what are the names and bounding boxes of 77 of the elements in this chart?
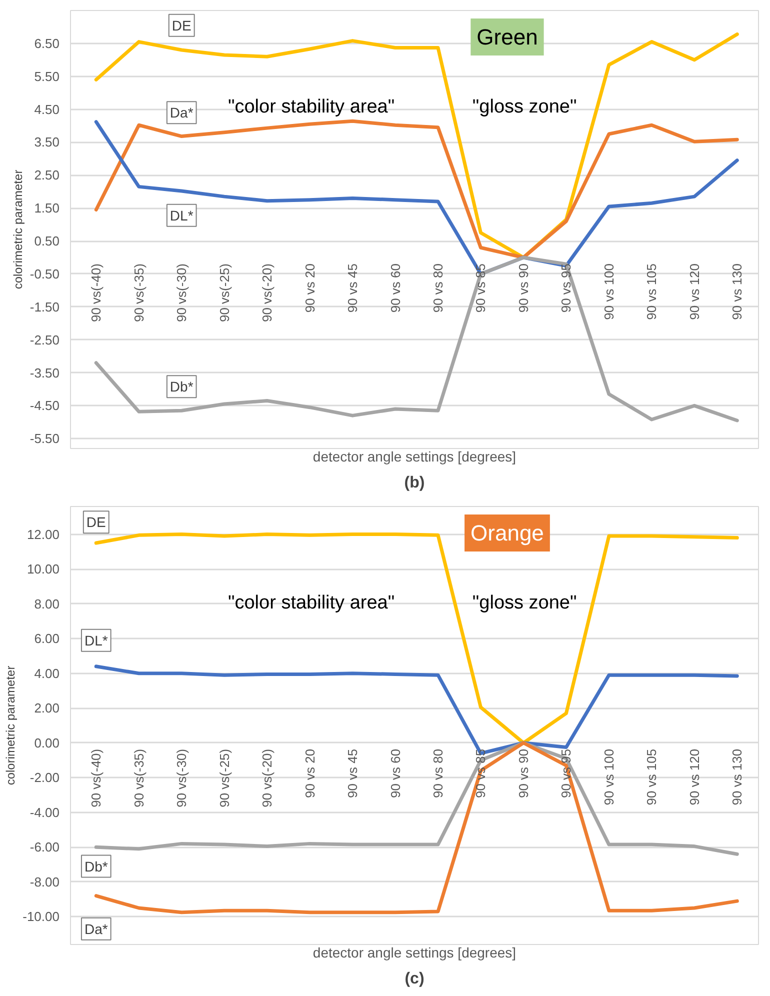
- x-tick-label: 90 vs 20: [302, 748, 318, 798]
- text: Orange: [470, 520, 544, 546]
- y-tick-label: -2.00: [30, 770, 60, 786]
- y-tick-label: -2.50: [30, 332, 60, 348]
- x-tick-label: 90 vs 60: [388, 263, 403, 313]
- x-tick-label: 90 vs 80: [430, 263, 446, 313]
- y-tick-label: -4.50: [30, 398, 60, 414]
- y-tick-label: 5.50: [34, 68, 60, 84]
- x-tick-label: 90 vs(-20): [260, 748, 275, 808]
- x-tick-label: 90 vs(-35): [131, 748, 146, 808]
- x-tick-label: 90 vs(-20): [260, 263, 275, 322]
- y-tick-label: 3.50: [34, 134, 60, 150]
- text: (c): [404, 970, 424, 988]
- x-axis-title: detector angle settings [degrees]: [312, 448, 516, 464]
- text: Green: [476, 24, 538, 50]
- x-tick-label: 90 vs(-40): [88, 263, 104, 322]
- y-tick-label: 1.50: [34, 200, 60, 216]
- annotation: DE: [172, 17, 192, 34]
- x-tick-label: 90 vs 100: [601, 748, 616, 806]
- x-tick-label: 90 vs 85: [473, 748, 488, 798]
- x-tick-label: 90 vs 120: [686, 263, 702, 320]
- x-tick-label: 90 vs 100: [601, 263, 616, 320]
- y-axis-title: colorimetric parameter: [4, 666, 18, 786]
- x-tick-label: 90 vs 90: [516, 263, 531, 313]
- y-tick-label: 2.00: [34, 700, 60, 716]
- y-tick-label: 4.00: [34, 666, 60, 681]
- x-tick-label: 90 vs(-35): [131, 263, 146, 322]
- annotation: Da*: [170, 104, 194, 121]
- y-tick-label: 0.00: [34, 735, 60, 750]
- y-tick-label: -8.00: [30, 874, 60, 890]
- x-tick-label: 90 vs 95: [558, 263, 574, 313]
- y-tick-label: 8.00: [34, 596, 60, 612]
- x-tick-label: 90 vs 90: [516, 748, 531, 798]
- annotation: "gloss zone": [472, 96, 577, 118]
- y-tick-label: -3.50: [30, 365, 60, 380]
- y-tick-label: 10.00: [26, 562, 60, 577]
- text: (b): [404, 474, 425, 492]
- x-tick-label: 90 vs 45: [345, 263, 360, 313]
- x-tick-label: 90 vs(-25): [216, 263, 232, 322]
- annotation: Db*: [170, 378, 194, 395]
- annotation: DE: [86, 514, 106, 530]
- y-tick-label: 6.00: [34, 631, 60, 646]
- x-axis-title: detector angle settings [degrees]: [312, 944, 516, 960]
- x-tick-label: 90 vs 45: [345, 748, 360, 798]
- annotation: "gloss zone": [472, 592, 577, 614]
- y-tick-label: 2.50: [34, 168, 60, 183]
- y-tick-label: -0.50: [30, 266, 60, 282]
- x-tick-label: 90 vs(-25): [216, 748, 232, 808]
- annotation: "color stability area": [228, 96, 395, 118]
- annotation: "color stability area": [228, 592, 395, 614]
- annotation: DL*: [170, 207, 194, 224]
- annotation: Da*: [84, 920, 108, 937]
- y-tick-label: 12.00: [26, 526, 60, 542]
- x-tick-label: 90 vs 130: [730, 748, 745, 806]
- y-tick-label: -6.00: [30, 840, 60, 855]
- x-tick-label: 90 vs(-30): [174, 748, 190, 808]
- annotation: Db*: [84, 858, 108, 874]
- x-tick-label: 90 vs 80: [430, 748, 446, 798]
- x-tick-label: 90 vs 95: [558, 748, 574, 798]
- y-tick-label: 4.50: [34, 102, 60, 117]
- x-tick-label: 90 vs 85: [473, 263, 488, 313]
- x-tick-label: 90 vs 60: [388, 748, 403, 798]
- y-tick-label: 0.50: [34, 234, 60, 249]
- annotation: DL*: [84, 632, 108, 648]
- y-tick-label: -1.50: [30, 299, 60, 314]
- y-tick-label: -10.00: [22, 909, 60, 924]
- x-tick-label: 90 vs 120: [686, 748, 702, 806]
- x-tick-label: 90 vs(-30): [174, 263, 190, 322]
- y-tick-label: 6.50: [34, 36, 60, 51]
- y-axis-title: colorimetric parameter: [10, 170, 25, 290]
- x-tick-label: 90 vs(-40): [88, 748, 104, 808]
- y-tick-label: -5.50: [30, 431, 60, 446]
- x-tick-label: 90 vs 130: [730, 263, 745, 320]
- x-tick-label: 90 vs 20: [302, 263, 318, 313]
- x-tick-label: 90 vs 105: [644, 748, 660, 806]
- x-tick-label: 90 vs 105: [644, 263, 660, 320]
- y-tick-label: -4.00: [30, 804, 60, 820]
